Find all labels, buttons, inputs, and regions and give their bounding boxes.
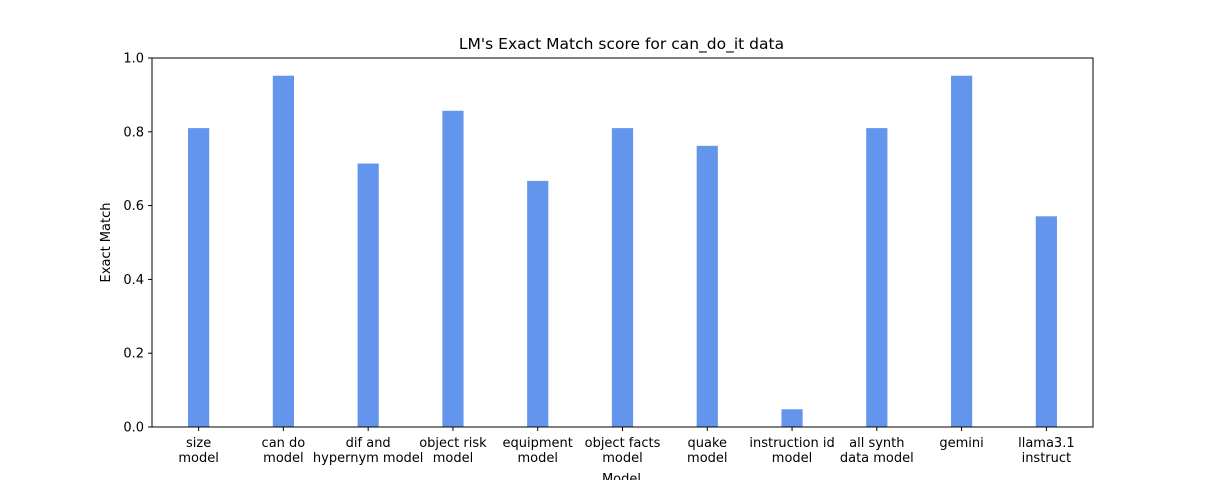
y-axis: 0.0 0.2 0.4 0.6 0.8 1.0: [123, 52, 152, 436]
x-tick-label: gemini: [939, 436, 983, 451]
y-tick-label: 1.0: [123, 52, 144, 67]
bar: [272, 75, 294, 427]
chart-title: LM's Exact Match score for can_do_it dat…: [459, 35, 784, 54]
bar: [442, 110, 464, 427]
bar: [611, 128, 634, 428]
x-tick-label: llama3.1 instruct: [1018, 436, 1075, 466]
bar: [781, 409, 803, 427]
bar: [866, 128, 888, 428]
y-tick-label: 0.8: [123, 125, 144, 140]
y-tick-label: 0.4: [123, 273, 144, 288]
y-tick-label: 0.6: [123, 199, 144, 214]
bar: [951, 75, 973, 427]
x-tick-label: size model: [178, 436, 218, 466]
bar: [188, 128, 210, 428]
y-tick-label: 0.0: [123, 421, 144, 436]
x-tick-label: equipment model: [503, 436, 573, 466]
bars-group: [188, 75, 1057, 428]
x-axis-label: Model: [602, 472, 641, 480]
y-tick-label: 0.2: [123, 347, 144, 362]
x-tick-label: object risk model: [419, 436, 487, 466]
x-tick-label: all synth data model: [840, 436, 914, 466]
y-axis-label: Exact Match: [99, 203, 114, 283]
bar: [696, 145, 718, 427]
x-tick-label: quake model: [687, 436, 727, 466]
x-tick-label: can do model: [262, 436, 306, 466]
bar: [527, 180, 549, 427]
x-tick-label: instruction id model: [749, 436, 834, 466]
bar: [357, 163, 379, 427]
x-tick-label: dif and hypernym model: [313, 436, 424, 466]
bar: [1035, 216, 1057, 427]
x-tick-label: object facts model: [585, 436, 661, 466]
